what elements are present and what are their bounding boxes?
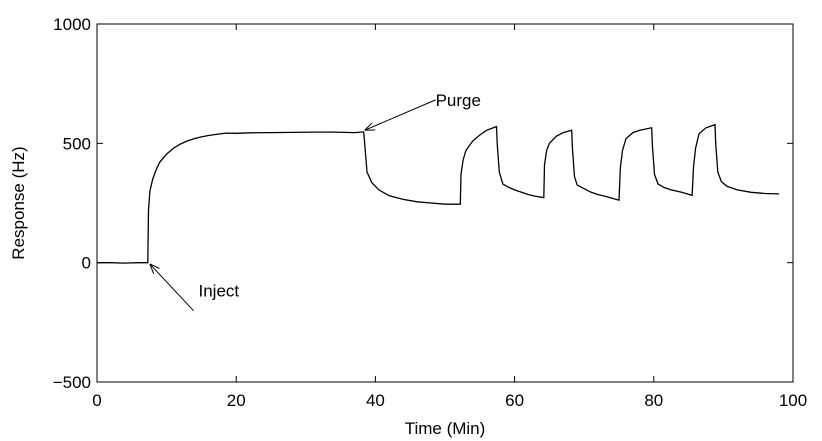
y-axis-label: Response (Hz) — [9, 146, 28, 259]
x-tick-label: 100 — [779, 391, 807, 410]
x-tick-label: 0 — [92, 391, 101, 410]
x-axis-label: Time (Min) — [405, 419, 486, 438]
annotations: Inject Purge — [151, 91, 481, 312]
x-tick-label: 80 — [644, 391, 663, 410]
annotation-arrow — [366, 99, 436, 130]
x-tick-label: 40 — [366, 391, 385, 410]
x-tick-label: 20 — [227, 391, 246, 410]
y-tick-label: 0 — [82, 254, 91, 273]
y-tick-label: 1000 — [53, 15, 91, 34]
annotation-arrow — [151, 265, 194, 312]
ticks — [96, 23, 794, 383]
y-tick-label: 500 — [63, 134, 91, 153]
annotation-label: Purge — [436, 91, 481, 110]
y-tick-label: −500 — [53, 373, 91, 392]
plot-area — [96, 23, 794, 383]
x-tick-label: 60 — [505, 391, 524, 410]
series-line-response — [97, 123, 780, 264]
annotation-label: Inject — [199, 282, 240, 301]
